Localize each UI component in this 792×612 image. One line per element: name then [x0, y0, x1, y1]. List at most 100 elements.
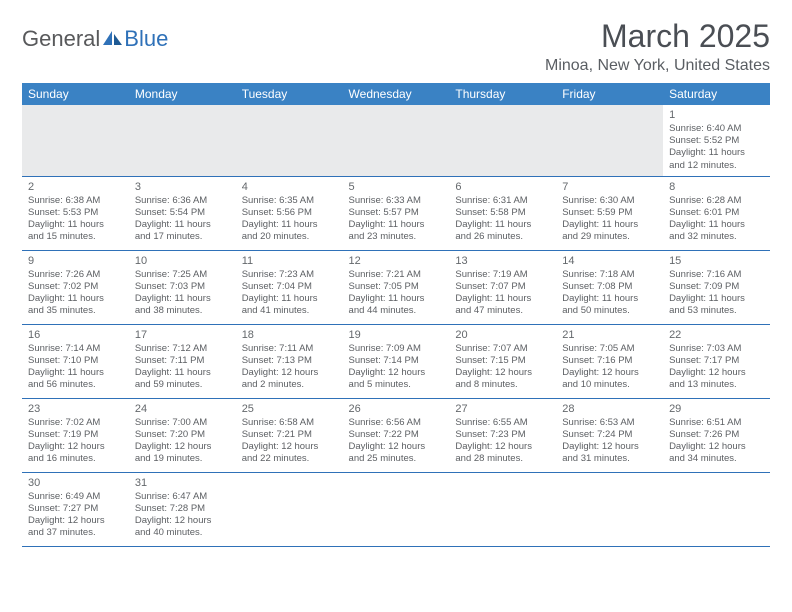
sunrise-text: Sunrise: 7:19 AM	[455, 269, 550, 281]
day-number: 28	[562, 402, 657, 416]
daylight-text: Daylight: 12 hours	[28, 441, 123, 453]
daylight-text: and 16 minutes.	[28, 453, 123, 465]
sunset-text: Sunset: 7:21 PM	[242, 429, 337, 441]
calendar-empty-cell	[129, 105, 236, 176]
day-number: 13	[455, 254, 550, 268]
sunrise-text: Sunrise: 7:25 AM	[135, 269, 230, 281]
weekday-header: Friday	[556, 83, 663, 105]
sunset-text: Sunset: 7:10 PM	[28, 355, 123, 367]
sunset-text: Sunset: 5:52 PM	[669, 135, 764, 147]
sunrise-text: Sunrise: 7:09 AM	[349, 343, 444, 355]
calendar-day-cell: 8Sunrise: 6:28 AMSunset: 6:01 PMDaylight…	[663, 176, 770, 250]
day-number: 12	[349, 254, 444, 268]
sunrise-text: Sunrise: 7:07 AM	[455, 343, 550, 355]
daylight-text: and 23 minutes.	[349, 231, 444, 243]
sunrise-text: Sunrise: 6:38 AM	[28, 195, 123, 207]
calendar-day-cell: 11Sunrise: 7:23 AMSunset: 7:04 PMDayligh…	[236, 250, 343, 324]
sunset-text: Sunset: 7:17 PM	[669, 355, 764, 367]
sunrise-text: Sunrise: 7:03 AM	[669, 343, 764, 355]
calendar-empty-cell	[343, 472, 450, 546]
daylight-text: and 41 minutes.	[242, 305, 337, 317]
daylight-text: and 35 minutes.	[28, 305, 123, 317]
daylight-text: Daylight: 12 hours	[562, 367, 657, 379]
daylight-text: Daylight: 11 hours	[669, 147, 764, 159]
sunrise-text: Sunrise: 6:51 AM	[669, 417, 764, 429]
sail-icon	[102, 30, 124, 46]
daylight-text: Daylight: 11 hours	[669, 293, 764, 305]
sunrise-text: Sunrise: 6:30 AM	[562, 195, 657, 207]
sunset-text: Sunset: 7:27 PM	[28, 503, 123, 515]
calendar-day-cell: 30Sunrise: 6:49 AMSunset: 7:27 PMDayligh…	[22, 472, 129, 546]
page-header: General Blue March 2025 Minoa, New York,…	[22, 18, 770, 75]
weekday-header: Sunday	[22, 83, 129, 105]
calendar-day-cell: 9Sunrise: 7:26 AMSunset: 7:02 PMDaylight…	[22, 250, 129, 324]
sunset-text: Sunset: 7:15 PM	[455, 355, 550, 367]
sunset-text: Sunset: 5:54 PM	[135, 207, 230, 219]
sunset-text: Sunset: 7:03 PM	[135, 281, 230, 293]
calendar-week-row: 16Sunrise: 7:14 AMSunset: 7:10 PMDayligh…	[22, 324, 770, 398]
sunrise-text: Sunrise: 6:49 AM	[28, 491, 123, 503]
calendar-week-row: 30Sunrise: 6:49 AMSunset: 7:27 PMDayligh…	[22, 472, 770, 546]
daylight-text: Daylight: 12 hours	[349, 441, 444, 453]
sunrise-text: Sunrise: 7:11 AM	[242, 343, 337, 355]
calendar-day-cell: 29Sunrise: 6:51 AMSunset: 7:26 PMDayligh…	[663, 398, 770, 472]
daylight-text: Daylight: 12 hours	[242, 441, 337, 453]
sunset-text: Sunset: 7:28 PM	[135, 503, 230, 515]
title-block: March 2025 Minoa, New York, United State…	[545, 18, 770, 75]
daylight-text: and 17 minutes.	[135, 231, 230, 243]
daylight-text: Daylight: 11 hours	[349, 219, 444, 231]
daylight-text: Daylight: 12 hours	[455, 441, 550, 453]
calendar-day-cell: 2Sunrise: 6:38 AMSunset: 5:53 PMDaylight…	[22, 176, 129, 250]
sunset-text: Sunset: 7:26 PM	[669, 429, 764, 441]
calendar-day-cell: 15Sunrise: 7:16 AMSunset: 7:09 PMDayligh…	[663, 250, 770, 324]
sunset-text: Sunset: 5:58 PM	[455, 207, 550, 219]
calendar-day-cell: 22Sunrise: 7:03 AMSunset: 7:17 PMDayligh…	[663, 324, 770, 398]
daylight-text: and 50 minutes.	[562, 305, 657, 317]
daylight-text: and 37 minutes.	[28, 527, 123, 539]
day-number: 27	[455, 402, 550, 416]
day-number: 1	[669, 108, 764, 122]
daylight-text: and 53 minutes.	[669, 305, 764, 317]
daylight-text: and 28 minutes.	[455, 453, 550, 465]
weekday-header: Saturday	[663, 83, 770, 105]
calendar-day-cell: 16Sunrise: 7:14 AMSunset: 7:10 PMDayligh…	[22, 324, 129, 398]
calendar-day-cell: 7Sunrise: 6:30 AMSunset: 5:59 PMDaylight…	[556, 176, 663, 250]
day-number: 23	[28, 402, 123, 416]
calendar-day-cell: 6Sunrise: 6:31 AMSunset: 5:58 PMDaylight…	[449, 176, 556, 250]
day-number: 10	[135, 254, 230, 268]
sunset-text: Sunset: 7:09 PM	[669, 281, 764, 293]
weekday-header: Thursday	[449, 83, 556, 105]
sunset-text: Sunset: 7:02 PM	[28, 281, 123, 293]
daylight-text: Daylight: 11 hours	[669, 219, 764, 231]
calendar-day-cell: 3Sunrise: 6:36 AMSunset: 5:54 PMDaylight…	[129, 176, 236, 250]
day-number: 17	[135, 328, 230, 342]
weekday-header: Monday	[129, 83, 236, 105]
sunrise-text: Sunrise: 7:21 AM	[349, 269, 444, 281]
day-number: 20	[455, 328, 550, 342]
calendar-day-cell: 12Sunrise: 7:21 AMSunset: 7:05 PMDayligh…	[343, 250, 450, 324]
day-number: 21	[562, 328, 657, 342]
daylight-text: and 15 minutes.	[28, 231, 123, 243]
daylight-text: Daylight: 11 hours	[135, 293, 230, 305]
sunset-text: Sunset: 7:19 PM	[28, 429, 123, 441]
day-number: 8	[669, 180, 764, 194]
calendar-day-cell: 1Sunrise: 6:40 AMSunset: 5:52 PMDaylight…	[663, 105, 770, 176]
sunset-text: Sunset: 7:08 PM	[562, 281, 657, 293]
calendar-day-cell: 5Sunrise: 6:33 AMSunset: 5:57 PMDaylight…	[343, 176, 450, 250]
sunset-text: Sunset: 7:23 PM	[455, 429, 550, 441]
calendar-day-cell: 13Sunrise: 7:19 AMSunset: 7:07 PMDayligh…	[449, 250, 556, 324]
sunrise-text: Sunrise: 6:28 AM	[669, 195, 764, 207]
sunset-text: Sunset: 7:24 PM	[562, 429, 657, 441]
calendar-day-cell: 10Sunrise: 7:25 AMSunset: 7:03 PMDayligh…	[129, 250, 236, 324]
daylight-text: and 40 minutes.	[135, 527, 230, 539]
day-number: 2	[28, 180, 123, 194]
calendar-day-cell: 28Sunrise: 6:53 AMSunset: 7:24 PMDayligh…	[556, 398, 663, 472]
calendar-day-cell: 26Sunrise: 6:56 AMSunset: 7:22 PMDayligh…	[343, 398, 450, 472]
calendar-day-cell: 21Sunrise: 7:05 AMSunset: 7:16 PMDayligh…	[556, 324, 663, 398]
sunset-text: Sunset: 5:53 PM	[28, 207, 123, 219]
weekday-header-row: SundayMondayTuesdayWednesdayThursdayFrid…	[22, 83, 770, 105]
daylight-text: Daylight: 11 hours	[135, 219, 230, 231]
daylight-text: and 29 minutes.	[562, 231, 657, 243]
daylight-text: and 8 minutes.	[455, 379, 550, 391]
sunrise-text: Sunrise: 7:02 AM	[28, 417, 123, 429]
